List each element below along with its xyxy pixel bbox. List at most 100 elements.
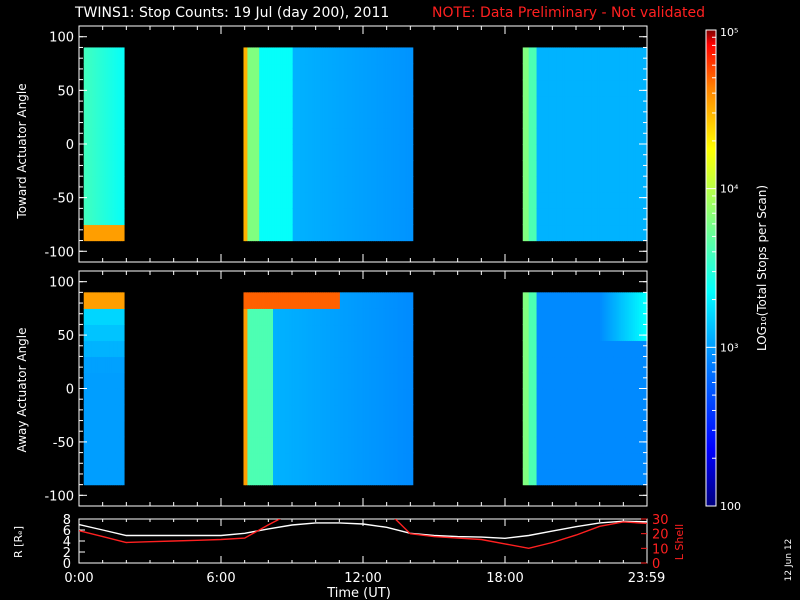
away-heatmap-cell [581,372,585,390]
toward-heatmap-cell [387,95,390,113]
toward-heatmap-cell [619,63,622,81]
toward-heatmap-cell [278,127,282,145]
toward-heatmap-cell [335,144,339,161]
toward-heatmap-cell [375,111,378,129]
toward-heatmap-cell [373,224,376,242]
away-heatmap-cell [562,388,565,406]
toward-heatmap-cell [269,208,272,226]
toward-heatmap-cell [406,95,410,113]
toward-heatmap-cell [408,127,412,145]
toward-heatmap-cell [579,224,583,242]
toward-heatmap-cell [577,127,581,145]
away-heatmap-cell [522,308,526,326]
away-heatmap-cell [337,340,341,358]
away-heatmap-cell [546,436,549,454]
toward-heatmap-cell [585,47,589,65]
toward-heatmap-cell [645,79,648,97]
toward-heatmap-cell [259,47,262,65]
away-heatmap-cell [619,356,622,374]
away-heatmap-cell [530,308,534,326]
toward-heatmap-cell [322,160,325,177]
toward-heatmap-cell [107,47,111,65]
away-heatmap-cell [105,292,109,309]
away-heatmap-cell [273,356,276,374]
away-heatmap-cell [282,468,286,486]
toward-heatmap-cell [581,111,585,129]
toward-heatmap-cell [101,176,105,193]
toward-heatmap-cell [377,160,380,177]
away-heatmap-cell [633,420,636,438]
away-heatmap-cell [314,324,317,342]
away-heatmap-cell [522,340,526,358]
toward-heatmap-cell [601,208,605,226]
away-heatmap-cell [375,340,378,358]
away-heatmap-cell [119,372,123,390]
away-heatmap-cell [353,356,357,374]
away-heatmap-cell [89,468,93,486]
toward-heatmap-cell [373,47,376,65]
toward-heatmap-cell [593,176,597,193]
toward-heatmap-cell [607,63,611,81]
away-heatmap-cell [361,292,365,309]
toward-heatmap-cell [530,47,534,65]
toward-heatmap-cell [589,224,593,242]
away-heatmap-cell [271,436,274,454]
toward-heatmap-cell [257,95,260,113]
away-heatmap-cell [247,340,250,358]
away-heatmap-cell [534,404,538,422]
toward-heatmap-cell [587,63,591,81]
toward-heatmap-cell [389,47,392,65]
away-heatmap-cell [524,436,528,454]
toward-heatmap-cell [97,111,101,129]
toward-heatmap-cell [556,224,559,242]
away-heatmap-cell [633,340,636,358]
away-heatmap-cell [249,420,252,438]
away-heatmap-cell [341,404,345,422]
toward-heatmap-cell [341,79,345,97]
away-heatmap-cell [296,436,300,454]
toward-heatmap-cell [274,176,278,193]
away-heatmap-cell [286,436,290,454]
away-heatmap-cell [249,452,252,470]
away-heatmap-cell [251,324,254,342]
toward-heatmap-cell [574,111,577,129]
toward-heatmap-cell [278,176,282,193]
toward-heatmap-cell [324,95,327,113]
toward-heatmap-cell [619,192,622,209]
toward-heatmap-cell [353,176,357,193]
away-heatmap-cell [613,468,617,486]
toward-heatmap-cell [369,63,372,81]
away-heatmap-cell [375,420,378,438]
away-heatmap-cell [247,324,250,342]
toward-heatmap-cell [589,144,593,161]
toward-heatmap-cell [623,47,626,65]
away-heatmap-cell [247,436,250,454]
toward-heatmap-cell [621,47,624,65]
away-heatmap-cell [85,452,89,470]
away-heatmap-cell [402,340,406,358]
away-heatmap-cell [635,468,638,486]
away-heatmap-cell [101,420,105,438]
away-heatmap-cell [404,404,408,422]
toward-ytick-label: -50 [53,192,74,207]
away-heatmap-cell [396,324,400,342]
away-heatmap-cell [87,404,91,422]
away-heatmap-cell [243,372,247,390]
toward-heatmap-cell [566,192,569,209]
toward-heatmap-cell [269,160,272,177]
toward-heatmap-cell [263,208,266,226]
away-heatmap-cell [284,420,288,438]
toward-heatmap-cell [568,79,571,97]
toward-heatmap-cell [391,160,394,177]
toward-heatmap-cell [633,127,636,145]
toward-heatmap-cell [385,208,388,226]
away-heatmap-cell [574,452,577,470]
away-heatmap-cell [95,292,99,309]
away-heatmap-cell [385,356,388,374]
away-heatmap-cell [601,356,605,374]
away-heatmap-cell [542,452,546,470]
away-heatmap-cell [286,292,290,309]
away-heatmap-cell [404,388,408,406]
toward-heatmap-cell [387,224,390,242]
away-heatmap-cell [609,324,613,342]
